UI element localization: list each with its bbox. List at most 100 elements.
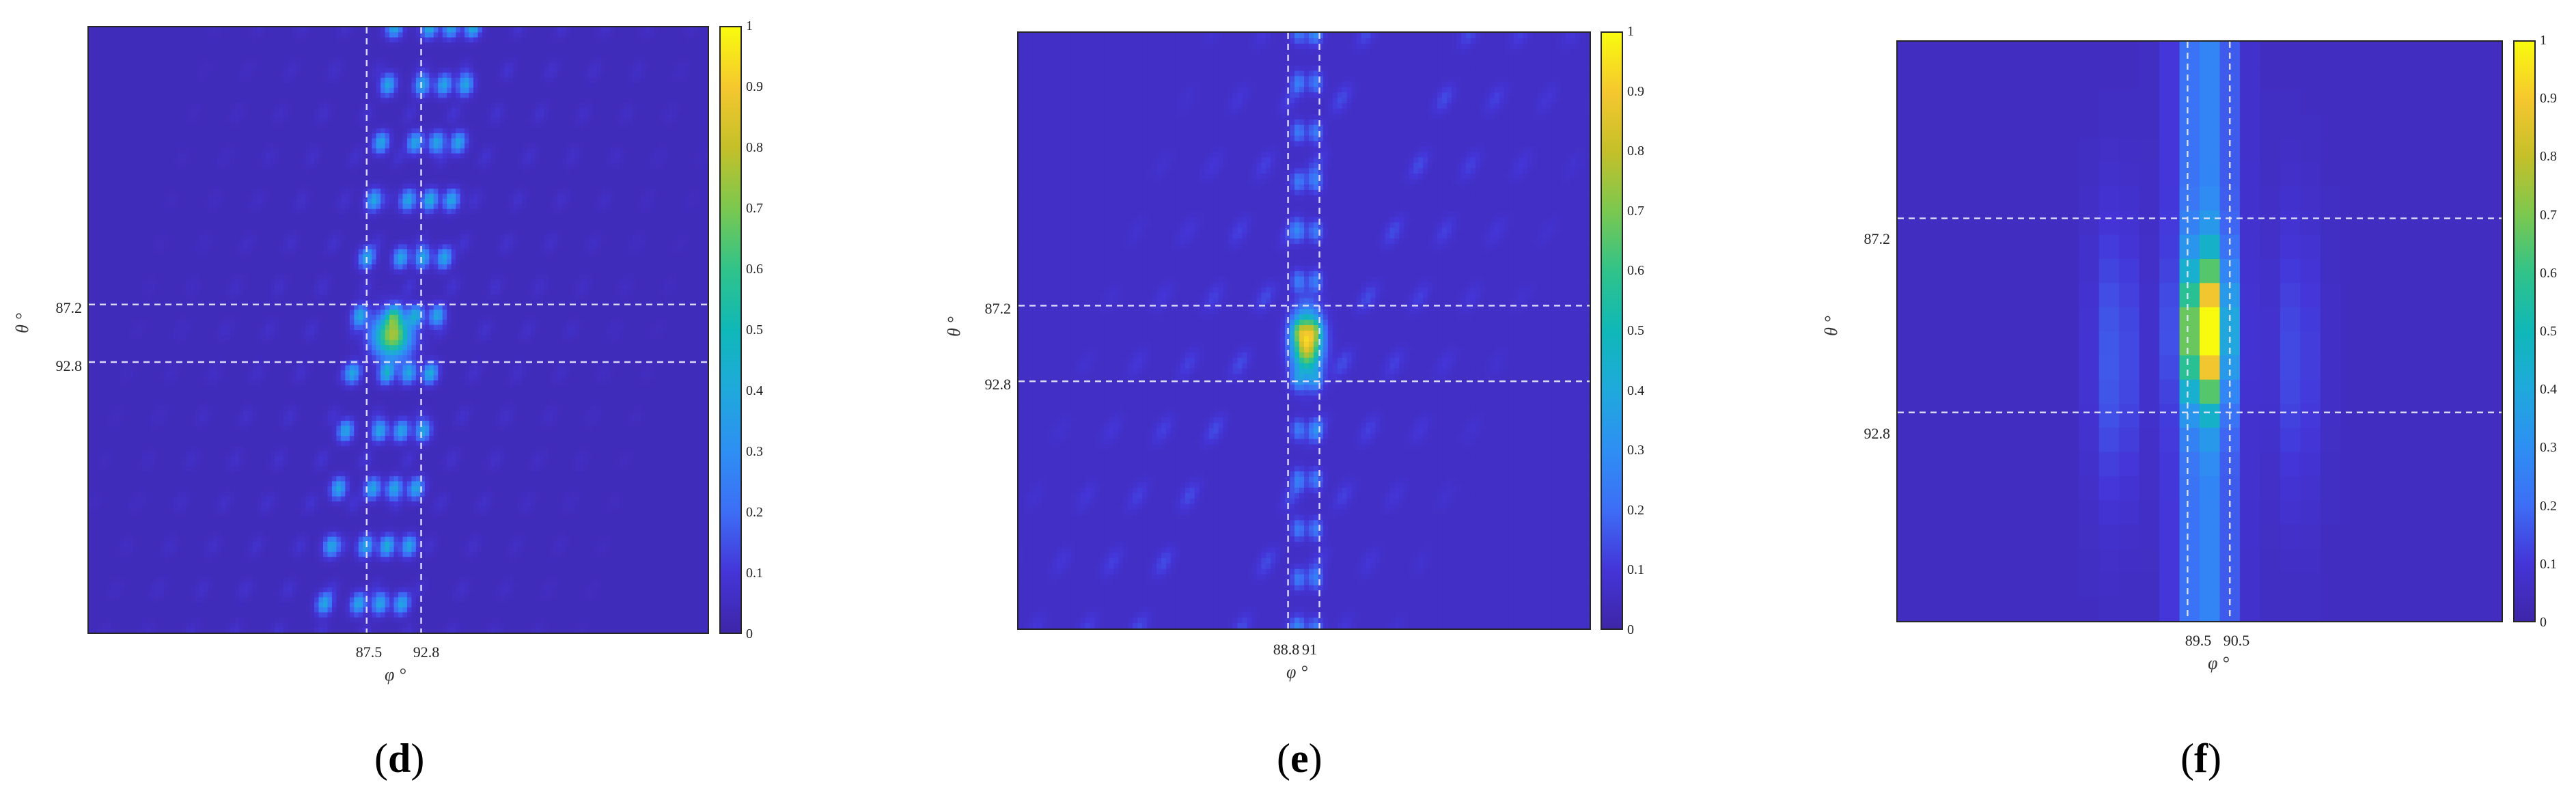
heatmap-cell xyxy=(97,72,103,79)
heatmap-cell xyxy=(265,98,271,104)
heatmap-cell xyxy=(601,83,607,89)
heatmap-cell xyxy=(279,133,284,139)
heatmap-cell xyxy=(570,189,576,195)
heatmap-cell xyxy=(398,138,404,144)
heatmap-cell xyxy=(495,87,501,94)
heatmap-cell xyxy=(495,98,501,104)
heatmap-cell xyxy=(181,117,186,124)
heatmap-cell xyxy=(247,92,253,98)
heatmap-cell xyxy=(243,183,249,189)
heatmap-cell xyxy=(217,133,222,139)
heatmap-cell xyxy=(451,204,456,210)
heatmap-cell xyxy=(429,133,434,139)
heatmap-cell xyxy=(252,199,258,205)
heatmap-cell xyxy=(93,153,98,159)
heatmap-cell xyxy=(676,113,682,119)
heatmap-cell xyxy=(663,138,669,144)
heatmap-cell xyxy=(469,62,474,68)
heatmap-cell xyxy=(141,68,147,74)
heatmap-cell xyxy=(442,123,447,129)
heatmap-cell xyxy=(429,128,434,134)
heatmap-cell xyxy=(111,148,116,154)
heatmap-cell xyxy=(177,52,182,58)
heatmap-cell xyxy=(699,123,704,129)
heatmap-cell xyxy=(540,108,545,114)
heatmap-cell xyxy=(252,68,258,74)
heatmap-cell xyxy=(256,158,262,164)
heatmap-cell xyxy=(270,128,275,134)
heatmap-cell xyxy=(380,193,386,199)
heatmap-cell xyxy=(659,189,664,195)
heatmap-cell xyxy=(628,113,633,119)
heatmap-cell xyxy=(195,62,200,68)
heatmap-cell xyxy=(159,189,165,195)
heatmap-cell xyxy=(667,37,673,43)
heatmap-cell xyxy=(358,193,363,199)
heatmap-cell xyxy=(553,168,558,174)
heatmap-cell xyxy=(133,168,138,174)
heatmap-cell xyxy=(221,148,227,154)
heatmap-cell xyxy=(389,42,395,49)
heatmap-cell xyxy=(531,193,536,199)
heatmap-cell xyxy=(234,133,240,139)
heatmap-cell xyxy=(610,143,615,149)
heatmap-cell xyxy=(309,204,315,210)
heatmap-cell xyxy=(544,133,549,139)
heatmap-cell xyxy=(588,174,594,180)
heatmap-cell xyxy=(442,117,447,124)
heatmap-cell xyxy=(393,83,399,89)
heatmap-cell xyxy=(314,189,320,195)
heatmap-cell xyxy=(230,72,236,79)
heatmap-cell xyxy=(186,52,191,58)
heatmap-cell xyxy=(217,47,222,53)
heatmap-cell xyxy=(354,123,359,129)
heatmap-cell xyxy=(279,62,284,68)
heatmap-cell xyxy=(288,47,293,53)
heatmap-cell xyxy=(367,128,372,134)
heatmap-cell xyxy=(398,42,404,49)
heatmap-cell xyxy=(482,138,488,144)
heatmap-cell xyxy=(610,62,615,68)
heatmap-cell xyxy=(97,62,103,68)
heatmap-cell xyxy=(331,113,337,119)
heatmap-cell xyxy=(288,113,293,119)
heatmap-cell xyxy=(637,158,642,164)
heatmap-cell xyxy=(124,47,129,53)
heatmap-cell xyxy=(164,37,169,43)
heatmap-cell xyxy=(111,189,116,195)
heatmap-cell xyxy=(610,138,615,144)
heatmap-cell xyxy=(606,199,611,205)
heatmap-cell xyxy=(89,108,94,114)
heatmap-cell xyxy=(477,83,483,89)
heatmap-cell xyxy=(128,87,134,94)
heatmap-cell xyxy=(256,199,262,205)
heatmap-cell xyxy=(531,133,536,139)
heatmap-cell xyxy=(204,168,209,174)
heatmap-cell xyxy=(486,163,492,169)
heatmap-cell xyxy=(465,193,470,199)
heatmap-cell xyxy=(225,68,231,74)
heatmap-cell xyxy=(402,158,408,164)
heatmap-cell xyxy=(150,98,156,104)
heatmap-cell xyxy=(349,113,355,119)
heatmap-cell xyxy=(562,77,567,83)
heatmap-cell xyxy=(535,62,540,68)
heatmap-cell xyxy=(102,57,107,64)
heatmap-cell xyxy=(429,92,434,98)
heatmap-cell xyxy=(349,174,355,180)
heatmap-cell xyxy=(168,98,174,104)
heatmap-cell xyxy=(168,163,174,169)
heatmap-cell xyxy=(137,102,143,109)
heatmap-cell xyxy=(583,68,589,74)
heatmap-cell xyxy=(447,57,452,64)
heatmap-cell xyxy=(628,68,633,74)
heatmap-cell xyxy=(557,102,563,109)
heatmap-cell xyxy=(309,42,315,49)
heatmap-cell xyxy=(349,47,355,53)
heatmap-cell xyxy=(588,52,594,58)
heatmap-cell xyxy=(504,178,510,184)
heatmap-cell xyxy=(296,133,302,139)
heatmap-cell xyxy=(574,133,580,139)
heatmap-cell xyxy=(429,113,434,119)
heatmap-cell xyxy=(270,193,275,199)
